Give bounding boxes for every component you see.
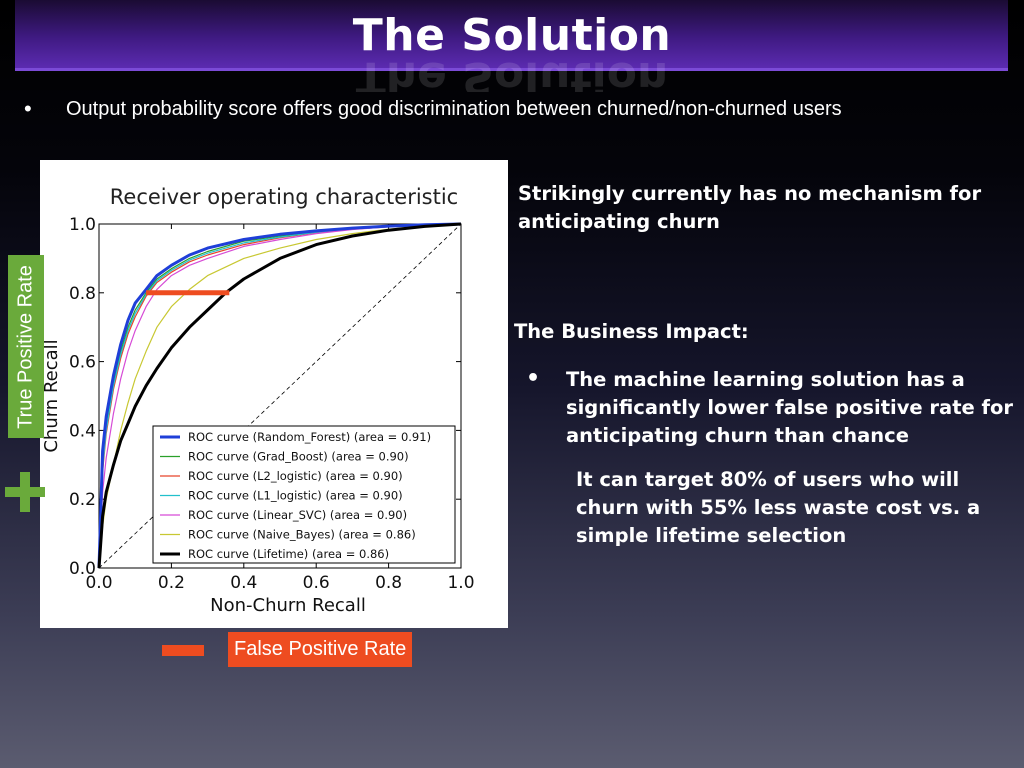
x-tick-label: 0.4 <box>230 573 257 593</box>
intro-bullet-text: Output probability score offers good dis… <box>66 98 842 120</box>
y-tick-label: 0.6 <box>69 353 96 373</box>
x-tick-label: 0.2 <box>158 573 185 593</box>
x-tick-label: 1.0 <box>447 573 474 593</box>
title-bar <box>15 0 1008 71</box>
legend-entry: ROC curve (L2_logistic) (area = 0.90) <box>188 469 403 483</box>
x-tick-label: 0.0 <box>85 573 112 593</box>
target-text: It can target 80% of users who will chur… <box>576 468 981 547</box>
business-impact-heading: The Business Impact: <box>514 320 749 343</box>
true-positive-rate-label: True Positive Rate <box>8 255 44 438</box>
legend-entry: ROC curve (Random_Forest) (area = 0.91) <box>188 430 431 444</box>
impact-bullet-text: The machine learning solution has a sign… <box>566 368 1014 447</box>
plus-icon-vertical <box>20 472 30 512</box>
roc-chart-svg: Receiver operating characteristic 0.0 0.2 0… <box>41 185 475 616</box>
bullet-marker: • <box>24 96 32 121</box>
y-tick-label: 1.0 <box>69 215 96 235</box>
y-tick-label: 0.2 <box>69 490 96 510</box>
y-tick-label: 0.8 <box>69 284 96 304</box>
legend-entry: ROC curve (Naive_Bayes) (area = 0.86) <box>188 528 416 542</box>
striking-text: Strikingly currently has no mechanism fo… <box>518 182 982 233</box>
legend-entry: ROC curve (L1_logistic) (area = 0.90) <box>188 489 403 503</box>
legend-entry: ROC curve (Lifetime) (area = 0.86) <box>188 547 389 561</box>
slide-title: The Solution <box>352 10 672 61</box>
chance-line <box>98 223 462 569</box>
chart-title: Receiver operating characteristic <box>110 185 458 209</box>
slide-title-reflection: The Solution <box>355 62 669 92</box>
x-tick-label: 0.6 <box>303 573 330 593</box>
legend-entry: ROC curve (Grad_Boost) (area = 0.90) <box>188 450 409 464</box>
true-positive-rate-text: True Positive Rate <box>14 264 37 429</box>
false-positive-rate-label: False Positive Rate <box>228 632 413 667</box>
x-tick-label: 0.8 <box>375 573 402 593</box>
roc-curve-series <box>97 222 462 569</box>
plot-frame <box>98 223 462 569</box>
legend-box <box>152 425 456 564</box>
roc-curve-series <box>97 222 462 569</box>
minus-icon <box>162 645 204 656</box>
legend-entry: ROC curve (Linear_SVC) (area = 0.90) <box>188 508 407 522</box>
roc-chart: Receiver operating characteristic 0.0 0.2 0… <box>40 160 508 628</box>
y-axis-label: Churn Recall <box>41 339 62 452</box>
impact-bullet-marker: • <box>526 366 541 391</box>
y-tick-label: 0.4 <box>69 421 96 441</box>
y-tick-label: 0.0 <box>69 559 96 579</box>
x-axis-label: Non-Churn Recall <box>210 595 366 616</box>
plus-icon <box>5 472 45 512</box>
